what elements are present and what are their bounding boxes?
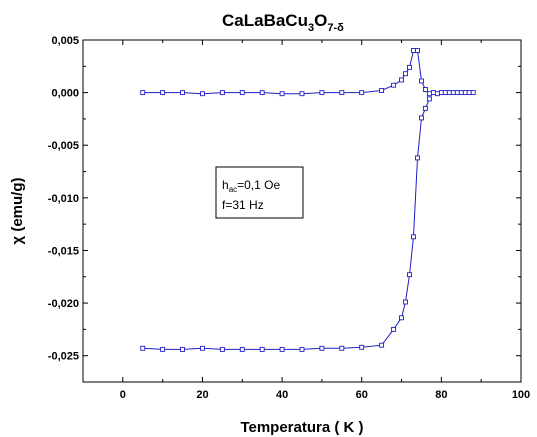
- data-point: [180, 90, 185, 96]
- y-tick-label: 0,000: [51, 88, 79, 100]
- data-point: [426, 96, 432, 102]
- data-point: [411, 48, 416, 53]
- data-point: [466, 90, 472, 96]
- data-point: [415, 155, 420, 161]
- data-point: [319, 90, 325, 96]
- data-point: [407, 64, 412, 70]
- data-point: [319, 345, 325, 351]
- data-point: [259, 90, 265, 96]
- annot-rest: =0,1 Oe: [237, 178, 280, 192]
- x-tick-label: 20: [196, 389, 208, 401]
- axes: 0 20 40 60 80 100 0,005 0,000 -0,005 -0,010 -0,015…: [48, 35, 530, 401]
- data-point: [462, 90, 468, 96]
- x-axis-title: Temperatura ( K ): [240, 419, 363, 436]
- data-point: [434, 91, 440, 97]
- data-point: [200, 345, 205, 351]
- y-tick-label: -0,025: [48, 351, 79, 363]
- svg-text:CaLaBaCu3O7-δ: CaLaBaCu3O7-δ: [222, 11, 344, 34]
- data-point: [279, 346, 285, 352]
- data-point: [279, 91, 285, 97]
- data-point: [339, 345, 345, 351]
- x-tick-label: 40: [276, 389, 288, 401]
- data-point: [140, 345, 146, 351]
- data-point: [442, 90, 448, 96]
- data-point: [438, 90, 444, 96]
- data-point: [359, 344, 365, 350]
- data-point: [219, 346, 225, 352]
- annot-h: h: [222, 178, 229, 192]
- data-point: [399, 315, 404, 321]
- data-point: [415, 48, 420, 53]
- title-main: CaLaBaCu: [222, 11, 308, 30]
- data-point: [259, 346, 265, 352]
- y-tick-label: -0,005: [48, 140, 79, 152]
- plot-frame: [82, 39, 522, 383]
- data-point: [299, 91, 305, 97]
- x-tick-label: 60: [356, 389, 368, 401]
- x-tick-label: 80: [435, 389, 447, 401]
- data-point: [140, 90, 146, 96]
- annotation-box: hac=0,1 Oe f=31 Hz: [215, 166, 304, 219]
- data-point: [359, 90, 365, 96]
- data-point: [450, 90, 456, 96]
- data-point: [160, 346, 166, 352]
- annotation-line-1: hac=0,1 Oe: [222, 178, 280, 194]
- data-point: [446, 90, 452, 96]
- data-point: [422, 87, 428, 92]
- data-point: [339, 90, 345, 96]
- annotation-frame: [215, 166, 304, 219]
- data-point: [379, 342, 385, 348]
- series-layer: [140, 48, 476, 352]
- title-sub2: 7-δ: [327, 22, 344, 34]
- y-tick-label: -0,010: [48, 193, 79, 205]
- data-point: [454, 90, 460, 96]
- y-tick-label: 0,005: [51, 35, 79, 47]
- data-point: [419, 115, 424, 121]
- data-point: [470, 90, 476, 96]
- data-point: [411, 234, 416, 240]
- data-point: [391, 82, 397, 88]
- series-line-2: [142, 98, 430, 350]
- y-tick-label: -0,020: [48, 298, 79, 310]
- data-point: [399, 77, 404, 83]
- title-mid: O: [314, 11, 327, 30]
- title-sub1: 3: [308, 22, 314, 34]
- data-point: [200, 91, 205, 97]
- data-point: [403, 71, 408, 77]
- y-tick-label: -0,015: [48, 245, 79, 257]
- y-axis-title: χ (emu/g): [9, 178, 26, 245]
- data-point: [239, 90, 245, 96]
- annotation-line-2: f=31 Hz: [222, 198, 264, 212]
- data-point: [219, 90, 225, 96]
- annot-sub: ac: [229, 185, 237, 194]
- data-point: [430, 90, 436, 96]
- data-point: [419, 78, 424, 84]
- data-point: [426, 91, 432, 97]
- chart-title: CaLaBaCu3O7-δ: [222, 11, 344, 34]
- data-point: [160, 90, 166, 96]
- x-tick-label: 100: [512, 389, 530, 401]
- data-point: [391, 326, 397, 332]
- data-point: [379, 88, 385, 93]
- data-point: [299, 346, 305, 352]
- data-point: [403, 299, 408, 305]
- data-point: [458, 90, 464, 96]
- x-tick-label: 0: [120, 389, 126, 401]
- data-point: [422, 105, 428, 111]
- data-point: [239, 346, 245, 352]
- data-point: [407, 272, 412, 278]
- data-point: [180, 346, 185, 352]
